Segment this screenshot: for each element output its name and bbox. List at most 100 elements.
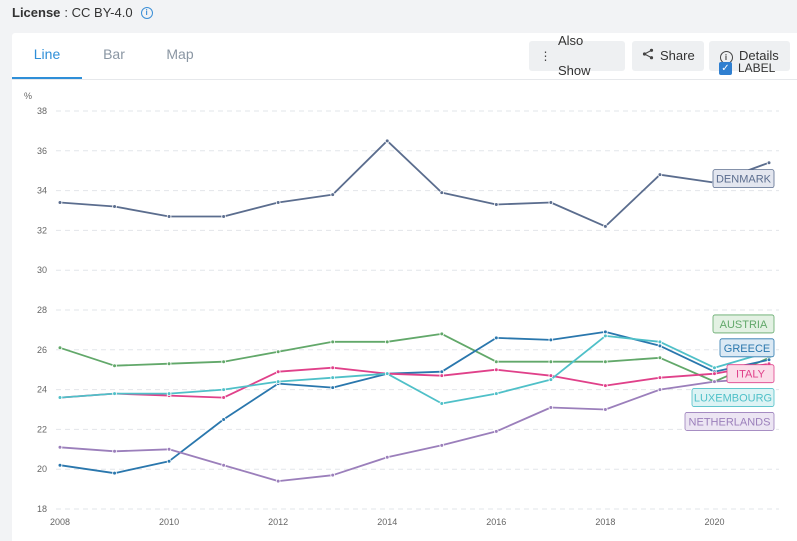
x-tick-label: 2012 [268, 517, 288, 527]
data-point-italy [275, 369, 281, 374]
data-point-austria [330, 339, 335, 345]
data-point-italy [712, 371, 717, 376]
data-point-italy [439, 373, 445, 378]
data-point-denmark [57, 200, 63, 205]
y-axis-label: % [24, 91, 32, 101]
data-point-netherlands [439, 443, 445, 448]
y-tick-label: 22 [37, 424, 47, 434]
label-toggle[interactable]: ✓ LABEL [719, 61, 775, 75]
data-point-luxembourg [657, 339, 663, 345]
chart-card: Line Bar Map ⋮ Also Show Share i Details [12, 33, 797, 541]
series-label-box-luxembourg [691, 388, 775, 407]
label-toggle-text: LABEL [738, 61, 776, 75]
series-line-italy [59, 362, 770, 399]
data-point-denmark [275, 200, 281, 205]
checkbox-checked-icon[interactable]: ✓ [719, 61, 732, 75]
data-point-greece [112, 470, 117, 476]
data-point-italy [494, 367, 499, 373]
series-label-denmark: DENMARK [716, 174, 772, 186]
data-point-austria [275, 349, 281, 355]
data-point-denmark [548, 200, 554, 205]
data-point-italy [603, 383, 608, 388]
also-show-button[interactable]: ⋮ Also Show [529, 33, 625, 78]
also-show-label: Also Show [558, 33, 591, 78]
more-vertical-icon: ⋮ [539, 49, 552, 63]
data-point-denmark [657, 172, 663, 177]
data-point-luxembourg [548, 377, 554, 382]
data-point-greece [221, 417, 226, 422]
data-point-netherlands [384, 454, 390, 460]
data-point-denmark [439, 190, 445, 195]
series-label-greece: GREECE [724, 343, 770, 355]
tab-line[interactable]: Line [12, 33, 82, 79]
data-point-denmark [603, 224, 608, 229]
y-tick-label: 26 [37, 345, 47, 355]
data-point-denmark [166, 214, 172, 219]
series-label-italy: ITALY [736, 369, 766, 381]
data-point-netherlands [548, 405, 554, 410]
tab-map[interactable]: Map [166, 46, 194, 62]
data-point-luxembourg [384, 371, 390, 376]
data-point-luxembourg [712, 365, 717, 371]
info-icon[interactable]: i [140, 7, 153, 19]
series-line-greece [59, 330, 770, 475]
data-point-italy [330, 365, 335, 371]
data-point-luxembourg [439, 401, 445, 406]
x-tick-label: 2016 [486, 517, 506, 527]
share-button[interactable]: Share [632, 41, 704, 71]
license-line: License : CC BY-4.0 i [12, 4, 153, 22]
data-point-netherlands [494, 429, 499, 434]
data-point-greece [57, 462, 63, 468]
series-line-netherlands [59, 376, 770, 483]
y-tick-label: 20 [37, 464, 47, 474]
data-point-austria [548, 359, 554, 365]
data-point-greece [330, 385, 335, 390]
share-icon [642, 41, 654, 71]
details-label: Details [739, 48, 779, 63]
license-label: License [12, 5, 61, 20]
data-point-austria [166, 361, 172, 367]
y-tick-label: 28 [37, 305, 47, 315]
data-point-luxembourg [275, 379, 281, 384]
data-point-italy [548, 373, 554, 378]
series-label-box-greece [719, 338, 775, 358]
series-label-box-austria [712, 314, 775, 334]
series-label-netherlands: NETHERLANDS [689, 416, 771, 428]
data-point-luxembourg [166, 391, 172, 396]
details-button[interactable]: i Details [709, 41, 790, 71]
data-point-greece [548, 337, 554, 343]
tab-bar[interactable]: Bar [103, 46, 125, 62]
data-point-netherlands [712, 379, 717, 384]
y-tick-label: 36 [37, 146, 47, 156]
data-point-greece [439, 369, 445, 374]
y-tick-label: 32 [37, 225, 47, 235]
data-point-denmark [384, 138, 390, 144]
data-point-austria [494, 359, 499, 365]
data-point-netherlands [221, 462, 226, 468]
data-point-austria [221, 359, 226, 365]
data-point-luxembourg [494, 391, 499, 396]
data-point-netherlands [112, 448, 117, 454]
data-point-austria [384, 339, 390, 345]
data-point-denmark [494, 202, 499, 207]
series-label-box-netherlands [684, 412, 775, 431]
data-point-austria [657, 355, 663, 361]
series-line-luxembourg [59, 334, 770, 405]
x-tick-label: 2014 [377, 517, 397, 527]
data-point-austria [112, 363, 117, 369]
data-point-luxembourg [221, 387, 226, 392]
y-tick-label: 38 [37, 106, 47, 116]
data-point-netherlands [657, 387, 663, 392]
data-point-greece [494, 335, 499, 341]
data-point-netherlands [603, 407, 608, 412]
data-point-luxembourg [603, 333, 608, 339]
data-point-greece [657, 343, 663, 349]
data-point-italy [657, 375, 663, 380]
data-point-netherlands [166, 446, 172, 452]
series-line-denmark [59, 139, 770, 228]
y-tick-label: 18 [37, 504, 47, 514]
data-point-austria [57, 345, 63, 351]
series-label-luxembourg: LUXEMBOURG [694, 393, 772, 405]
data-point-denmark [330, 192, 335, 197]
